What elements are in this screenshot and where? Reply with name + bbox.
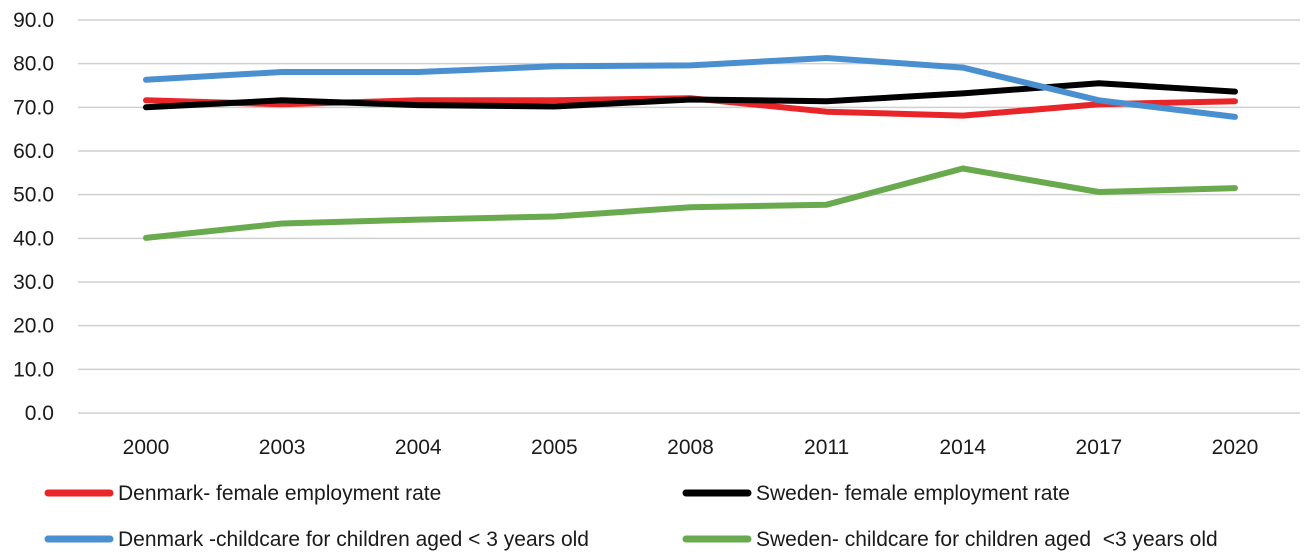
legend-item: Denmark- female employment rate [44,482,441,505]
gridlines [78,19,1300,414]
y-tick-label: 80.0 [13,53,54,76]
x-tick-label: 2014 [939,436,986,459]
x-tick-label: 2017 [1076,436,1123,459]
legend-label: Sweden- female employment rate [756,482,1070,505]
legend-item: Denmark -childcare for children aged < 3… [44,528,589,551]
y-tick-label: 60.0 [13,140,54,163]
y-tick-label: 70.0 [13,96,54,119]
y-tick-label: 0.0 [25,402,54,425]
y-tick-label: 40.0 [13,227,54,250]
series-lines [143,55,1238,241]
legend-item: Sweden- childcare for children aged <3 y… [682,528,1218,551]
legend: Denmark- female employment rate Sweden- f… [44,482,1218,551]
legend-label: Denmark- female employment rate [118,482,441,505]
x-tick-label: 2005 [531,436,578,459]
legend-label: Sweden- childcare for children aged <3 y… [756,528,1218,551]
x-tick-label: 2000 [123,436,170,459]
y-tick-label: 30.0 [13,271,54,294]
x-tick-label: 2008 [667,436,714,459]
y-axis-tick-labels: 0.0 10.0 20.0 30.0 40.0 50.0 60.0 70.0 80.0 90.0 [13,9,54,425]
legend-item: Sweden- female employment rate [682,482,1070,505]
series-line-4 [143,165,1238,241]
x-tick-label: 2011 [804,436,849,459]
x-tick-label: 2020 [1212,436,1259,459]
x-tick-label: 2003 [259,436,306,459]
series-line-3 [143,55,1238,120]
x-tick-label: 2004 [395,436,442,459]
y-tick-label: 90.0 [13,9,54,32]
y-tick-label: 50.0 [13,184,54,207]
legend-label: Denmark -childcare for children aged < 3… [118,528,589,551]
x-axis-tick-labels: 2000 2003 2004 2005 2008 2011 2014 2017 2020 [123,436,1259,459]
y-tick-label: 20.0 [13,315,54,338]
y-tick-label: 10.0 [13,358,54,381]
